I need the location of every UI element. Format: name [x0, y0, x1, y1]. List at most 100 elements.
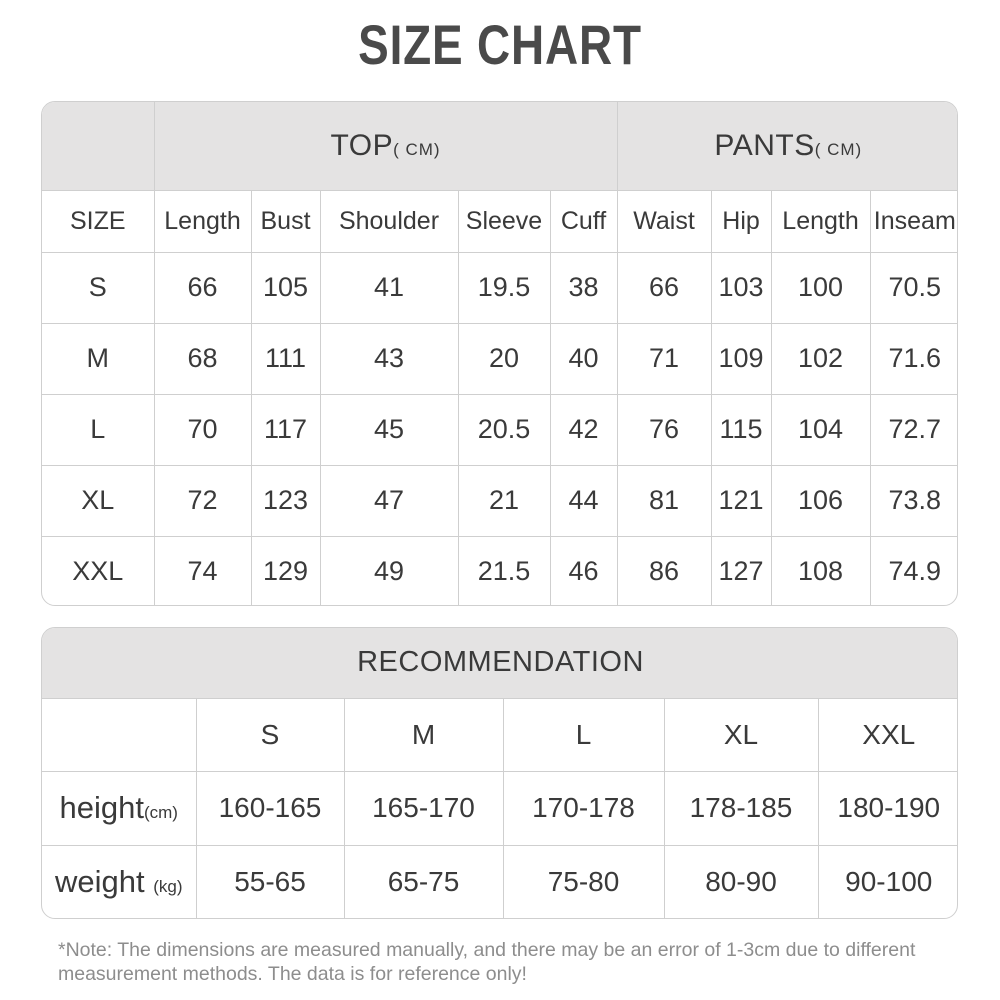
column-header-bust: Bust: [250, 189, 321, 253]
cell-top-length: 68: [153, 322, 252, 395]
recommendation-height-row: height(cm) 160-165 165-170 170-178 178-1…: [42, 770, 957, 846]
cell-cuff: 42: [549, 393, 618, 466]
recommendation-grid: RECOMMENDATION S M L XL XXL height(cm) 1…: [42, 628, 957, 918]
table-row: XXL 74 129 49 21.5 46 86 127 108 74.9: [42, 535, 957, 605]
column-header-hip: Hip: [710, 189, 772, 253]
table-row: L 70 117 45 20.5 42 76 115 104 72.7: [42, 393, 957, 466]
recommendation-weight-unit: (kg): [153, 876, 183, 896]
row-size-label: XXL: [42, 535, 155, 605]
cell-sleeve: 21.5: [457, 535, 551, 605]
cell-inseam: 73.8: [869, 464, 957, 537]
recommendation-height-xxl: 180-190: [817, 770, 957, 846]
table-row: M 68 111 43 20 40 71 109 102 71.6: [42, 322, 957, 395]
group-header-top-label: TOP: [330, 128, 394, 162]
cell-top-length: 66: [153, 251, 252, 324]
cell-top-length: 70: [153, 393, 252, 466]
cell-pants-length: 102: [770, 322, 871, 395]
recommendation-height-unit: (cm): [143, 803, 178, 822]
recommendation-size-row: S M L XL XXL: [42, 697, 957, 772]
cell-bust: 129: [250, 535, 321, 605]
cell-bust: 105: [250, 251, 321, 324]
recommendation-weight-label-text: weight: [54, 863, 145, 899]
recommendation-size-s: S: [195, 697, 345, 772]
cell-cuff: 40: [549, 322, 618, 395]
cell-waist: 81: [616, 464, 712, 537]
recommendation-size-xxl: XXL: [817, 697, 957, 772]
recommendation-weight-row: weight (kg) 55-65 65-75 75-80 80-90 90-1…: [42, 844, 957, 918]
size-table-grid: TOP( CM) PANTS( CM) SIZE Length Bust Sho…: [42, 102, 957, 605]
cell-bust: 117: [250, 393, 321, 466]
recommendation-title: RECOMMENDATION: [42, 628, 957, 699]
recommendation-weight-xl: 80-90: [663, 844, 819, 918]
column-header-cuff: Cuff: [549, 189, 618, 253]
recommendation-title-row: RECOMMENDATION: [42, 628, 957, 699]
cell-waist: 76: [616, 393, 712, 466]
cell-inseam: 71.6: [869, 322, 957, 395]
cell-pants-length: 108: [770, 535, 871, 605]
row-size-label: XL: [42, 464, 155, 537]
row-size-label: S: [42, 251, 155, 324]
size-table: TOP( CM) PANTS( CM) SIZE Length Bust Sho…: [41, 101, 958, 606]
recommendation-height-label-text: height: [59, 790, 144, 825]
cell-sleeve: 20: [457, 322, 551, 395]
cell-inseam: 74.9: [869, 535, 957, 605]
cell-waist: 86: [616, 535, 712, 605]
cell-sleeve: 19.5: [457, 251, 551, 324]
cell-cuff: 38: [549, 251, 618, 324]
recommendation-table: RECOMMENDATION S M L XL XXL height(cm) 1…: [41, 627, 958, 919]
cell-pants-length: 106: [770, 464, 871, 537]
cell-hip: 109: [710, 322, 772, 395]
cell-hip: 121: [710, 464, 772, 537]
column-header-size: SIZE: [42, 189, 155, 253]
column-header-pants-length: Length: [770, 189, 871, 253]
group-header-pants-label: PANTS: [714, 128, 815, 162]
cell-sleeve: 20.5: [457, 393, 551, 466]
footnote: *Note: The dimensions are measured manua…: [58, 939, 916, 986]
recommendation-weight-m: 65-75: [343, 844, 504, 918]
cell-inseam: 72.7: [869, 393, 957, 466]
column-header-inseam: Inseam: [869, 189, 957, 253]
cell-top-length: 74: [153, 535, 252, 605]
recommendation-weight-label: weight (kg): [42, 844, 197, 918]
group-header-top: TOP( CM): [153, 102, 618, 191]
cell-hip: 103: [710, 251, 772, 324]
column-header-shoulder: Shoulder: [319, 189, 459, 253]
cell-shoulder: 41: [319, 251, 459, 324]
group-header-corner: [42, 102, 155, 191]
cell-shoulder: 45: [319, 393, 459, 466]
cell-cuff: 46: [549, 535, 618, 605]
page-title: SIZE CHART: [358, 13, 642, 76]
cell-shoulder: 49: [319, 535, 459, 605]
row-size-label: M: [42, 322, 155, 395]
cell-pants-length: 104: [770, 393, 871, 466]
cell-hip: 115: [710, 393, 772, 466]
cell-hip: 127: [710, 535, 772, 605]
recommendation-size-m: M: [343, 697, 504, 772]
cell-shoulder: 43: [319, 322, 459, 395]
recommendation-size-xl: XL: [663, 697, 819, 772]
group-header-row: TOP( CM) PANTS( CM): [42, 102, 957, 191]
recommendation-size-l: L: [502, 697, 665, 772]
recommendation-weight-l: 75-80: [502, 844, 665, 918]
recommendation-weight-s: 55-65: [195, 844, 345, 918]
cell-sleeve: 21: [457, 464, 551, 537]
column-header-waist: Waist: [616, 189, 712, 253]
recommendation-height-xl: 178-185: [663, 770, 819, 846]
recommendation-height-s: 160-165: [195, 770, 345, 846]
recommendation-weight-xxl: 90-100: [817, 844, 957, 918]
recommendation-height-label: height(cm): [42, 770, 197, 846]
recommendation-height-m: 165-170: [343, 770, 504, 846]
group-header-top-unit: ( CM): [393, 139, 441, 159]
group-header-pants-unit: ( CM): [814, 139, 863, 159]
cell-cuff: 44: [549, 464, 618, 537]
recommendation-corner-cell: [42, 697, 197, 772]
group-header-pants: PANTS( CM): [616, 102, 957, 191]
recommendation-height-l: 170-178: [502, 770, 665, 846]
column-header-row: SIZE Length Bust Shoulder Sleeve Cuff Wa…: [42, 189, 957, 253]
cell-bust: 123: [250, 464, 321, 537]
table-row: XL 72 123 47 21 44 81 121 106 73.8: [42, 464, 957, 537]
cell-inseam: 70.5: [869, 251, 957, 324]
column-header-top-length: Length: [153, 189, 252, 253]
column-header-sleeve: Sleeve: [457, 189, 551, 253]
row-size-label: L: [42, 393, 155, 466]
